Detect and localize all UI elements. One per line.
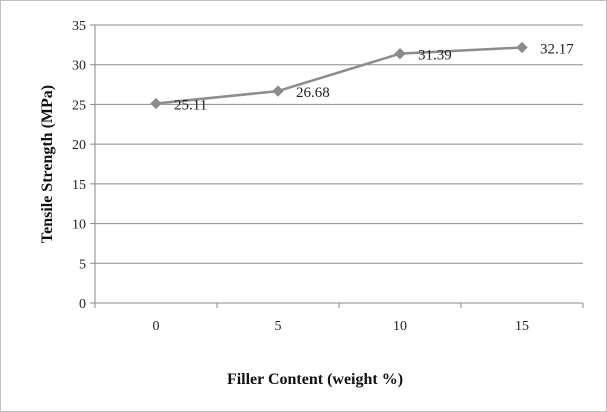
data-point-marker [394,47,406,60]
series-line-path [155,46,523,105]
data-point-marker [516,41,528,54]
y-tick-labels: 0 5 10 15 20 25 30 35 [72,19,86,312]
x-tick-label: 0 [153,319,160,334]
y-tick-label: 15 [72,178,86,193]
x-tick-label: 15 [515,319,529,334]
y-tick-label: 25 [72,98,86,113]
y-axis-title: Tensile Strength (MPa) [39,85,56,243]
x-tick-labels: 0 5 10 15 [153,319,530,334]
data-point-marker [150,97,162,110]
y-tick-label: 10 [72,218,86,233]
y-tick-label: 5 [79,257,86,272]
y-tick-label: 35 [72,19,86,34]
axes [90,24,584,308]
data-label: 31.39 [418,48,452,64]
x-tick-label: 5 [275,319,282,334]
x-tick-label: 10 [393,319,407,334]
x-axis-title: Filler Content (weight %) [227,371,403,388]
y-tick-label: 20 [72,138,86,153]
data-markers [150,41,528,110]
data-point-marker [272,85,284,97]
data-label: 26.68 [296,85,330,101]
gridlines [95,24,583,264]
y-tick-label: 30 [72,59,86,74]
data-label: 32.17 [540,41,574,57]
series-line [155,46,523,105]
data-label: 25.11 [174,98,207,114]
data-labels: 25.11 26.68 31.39 32.17 [174,41,574,113]
y-tick-label: 0 [79,297,86,312]
